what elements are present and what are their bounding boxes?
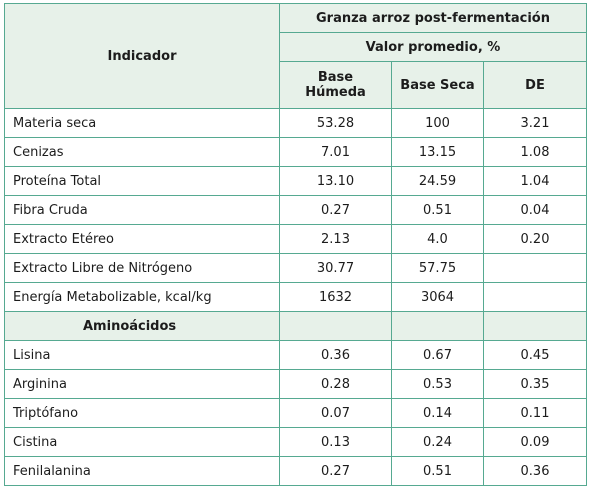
- value-de: 0.35: [483, 369, 587, 399]
- row-label: Cistina: [4, 427, 280, 457]
- table-row: Lisina 0.36 0.67 0.45: [4, 340, 587, 370]
- value-de: 1.04: [483, 166, 587, 196]
- value-humeda: 53.28: [279, 108, 392, 138]
- header-row-columns: Base Húmeda Base Seca DE: [5, 61, 587, 109]
- value-humeda: 0.13: [279, 427, 392, 457]
- row-label: Materia seca: [4, 108, 280, 138]
- row-label: Fibra Cruda: [4, 195, 280, 225]
- col-header-de: DE: [483, 61, 587, 109]
- table-row: Extracto Etéreo 2.13 4.0 0.20: [4, 224, 587, 254]
- value-de: 3.21: [483, 108, 587, 138]
- row-label: Proteína Total: [4, 166, 280, 196]
- row-label: Arginina: [4, 369, 280, 399]
- table-row: Proteína Total 13.10 24.59 1.04: [4, 166, 587, 196]
- table-body: Materia seca 53.28 100 3.21 Cenizas 7.01 13.15…: [4, 108, 587, 486]
- table-row: Materia seca 53.28 100 3.21: [4, 108, 587, 138]
- col-header-seca: Base Seca: [391, 61, 484, 109]
- subgroup-header: Valor promedio, %: [279, 32, 587, 62]
- row-label: Extracto Libre de Nitrógeno: [4, 253, 280, 283]
- col-header-humeda: Base Húmeda: [279, 61, 392, 109]
- table-row: Fibra Cruda 0.27 0.51 0.04: [4, 195, 587, 225]
- table-row: Extracto Libre de Nitrógeno 30.77 57.75: [4, 253, 587, 283]
- row-label: Lisina: [4, 340, 280, 370]
- value-humeda: 1632: [279, 282, 392, 312]
- value-de: [483, 253, 587, 283]
- section-empty-cell: [391, 311, 484, 341]
- section-label: Aminoácidos: [4, 311, 280, 341]
- row-label: Energía Metabolizable, kcal/kg: [4, 282, 280, 312]
- table-row: Arginina 0.28 0.53 0.35: [4, 369, 587, 399]
- value-seca: 13.15: [391, 137, 484, 167]
- indicator-header: Indicador: [4, 3, 280, 109]
- table-row: Fenilalanina 0.27 0.51 0.36: [4, 456, 587, 486]
- value-de: 0.04: [483, 195, 587, 225]
- value-humeda: 0.36: [279, 340, 392, 370]
- value-de: 0.20: [483, 224, 587, 254]
- value-de: 0.45: [483, 340, 587, 370]
- value-humeda: 0.27: [279, 195, 392, 225]
- value-seca: 4.0: [391, 224, 484, 254]
- value-de: 0.11: [483, 398, 587, 428]
- header-row-group: Indicador Granza arroz post-fermentación: [4, 3, 587, 109]
- row-label: Triptófano: [4, 398, 280, 428]
- value-seca: 100: [391, 108, 484, 138]
- value-seca: 0.24: [391, 427, 484, 457]
- value-seca: 3064: [391, 282, 484, 312]
- table-row: Cenizas 7.01 13.15 1.08: [4, 137, 587, 167]
- composition-table: Indicador Granza arroz post-fermentación…: [4, 3, 587, 486]
- value-seca: 0.67: [391, 340, 484, 370]
- value-humeda: 7.01: [279, 137, 392, 167]
- value-de: 0.36: [483, 456, 587, 486]
- value-de: 0.09: [483, 427, 587, 457]
- value-humeda: 0.07: [279, 398, 392, 428]
- value-humeda: 2.13: [279, 224, 392, 254]
- value-de: [483, 282, 587, 312]
- row-label: Extracto Etéreo: [4, 224, 280, 254]
- section-empty-cell: [483, 311, 587, 341]
- value-humeda: 0.28: [279, 369, 392, 399]
- section-row-aminoacidos: Aminoácidos: [4, 311, 587, 341]
- row-label: Fenilalanina: [4, 456, 280, 486]
- table-row: Cistina 0.13 0.24 0.09: [4, 427, 587, 457]
- value-seca: 0.51: [391, 456, 484, 486]
- row-label: Cenizas: [4, 137, 280, 167]
- table-header: Indicador Granza arroz post-fermentación…: [4, 3, 587, 109]
- value-de: 1.08: [483, 137, 587, 167]
- value-humeda: 0.27: [279, 456, 392, 486]
- value-seca: 57.75: [391, 253, 484, 283]
- section-empty-cell: [279, 311, 392, 341]
- value-seca: 0.14: [391, 398, 484, 428]
- header-row-subgroup: Valor promedio, %: [5, 32, 587, 62]
- table-row: Energía Metabolizable, kcal/kg 1632 3064: [4, 282, 587, 312]
- value-seca: 0.53: [391, 369, 484, 399]
- value-humeda: 13.10: [279, 166, 392, 196]
- group-header: Granza arroz post-fermentación: [279, 3, 587, 33]
- table-row: Triptófano 0.07 0.14 0.11: [4, 398, 587, 428]
- value-humeda: 30.77: [279, 253, 392, 283]
- value-seca: 24.59: [391, 166, 484, 196]
- value-seca: 0.51: [391, 195, 484, 225]
